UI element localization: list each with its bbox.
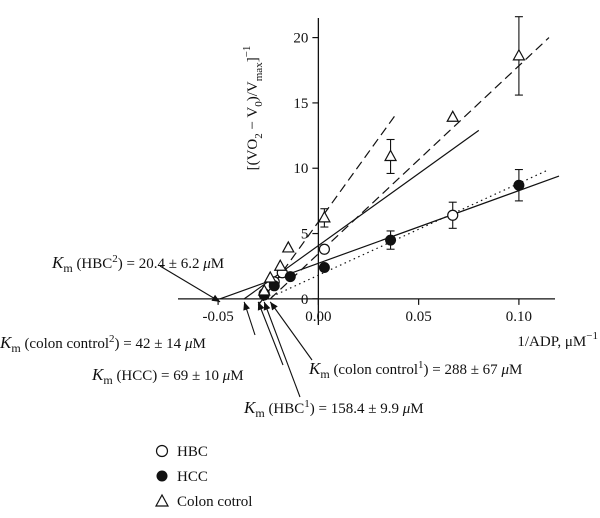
legend-marker-colon	[154, 493, 170, 507]
fit-line-dashed	[257, 113, 398, 306]
x-tick-label: 0.00	[305, 309, 331, 325]
km-arrowhead	[211, 294, 221, 302]
km-label: Km (HBC1) = 158.4 ± 9.9 μM	[243, 398, 424, 420]
legend-label: Colon cotrol	[177, 494, 252, 510]
fit-line-dashed	[269, 37, 550, 300]
axes	[178, 18, 555, 325]
point-hbc	[318, 243, 330, 255]
point-colon-cotrol	[317, 210, 331, 223]
legend-label: HBC	[177, 444, 208, 460]
x-tick-label: 0.10	[506, 309, 532, 325]
point-hcc	[284, 271, 296, 283]
y-tick-label: 10	[293, 161, 308, 177]
y-tick-label: 20	[293, 31, 308, 47]
km-arrow	[269, 301, 313, 361]
point-colon-cotrol	[281, 240, 295, 253]
km-arrowhead	[243, 301, 250, 311]
y-tick-label: 15	[293, 96, 308, 112]
x-tick-label: 0.05	[406, 309, 432, 325]
legend-marker-hbc	[155, 444, 169, 458]
fit-lines	[219, 37, 560, 306]
data-points	[257, 16, 526, 301]
point-colon-cotrol	[512, 48, 526, 61]
km-arrowhead	[263, 301, 271, 311]
y-axis-label: [(VO2 − V0)/Vmax]−1	[241, 46, 265, 171]
km-label: Km (HCC) = 69 ± 10 μM	[91, 365, 244, 387]
y-tick-label: 5	[301, 227, 309, 243]
km-label: Km (colon control1) = 288 ± 67 μM	[308, 359, 522, 381]
x-tick-label: -0.05	[202, 309, 233, 325]
km-annotations: Km (HBC2) = 20.4 ± 6.2 μM Km (colon contr…	[0, 253, 522, 420]
km-label: Km (HBC2) = 20.4 ± 6.2 μM	[51, 253, 224, 275]
legend: HBC HCC Colon cotrol	[154, 444, 252, 510]
y-tick-label: 0	[301, 292, 309, 308]
km-arrow	[159, 265, 221, 303]
km-arrowhead	[257, 301, 265, 311]
point-colon-cotrol	[384, 149, 398, 162]
point-colon-cotrol	[257, 283, 271, 296]
km-arrowhead	[270, 301, 278, 311]
legend-label: HCC	[177, 469, 208, 485]
point-hcc	[318, 262, 330, 274]
point-colon-cotrol	[446, 110, 460, 122]
km-label: Km (colon control2) = 42 ± 14 μM	[0, 333, 206, 355]
legend-marker-hcc	[156, 470, 168, 482]
tick-labels: -0.05 0.00 0.05 0.10 0 5 10 15 20	[202, 31, 532, 325]
point-hcc	[385, 234, 397, 246]
km-arrow	[257, 301, 284, 366]
point-hcc	[513, 179, 525, 191]
point-hbc	[447, 209, 459, 221]
point-colon-cotrol	[273, 258, 287, 271]
point-colon-cotrol	[263, 270, 277, 283]
x-axis-label: 1/ADP, μM−1	[517, 330, 598, 350]
km-arrow	[263, 301, 301, 398]
